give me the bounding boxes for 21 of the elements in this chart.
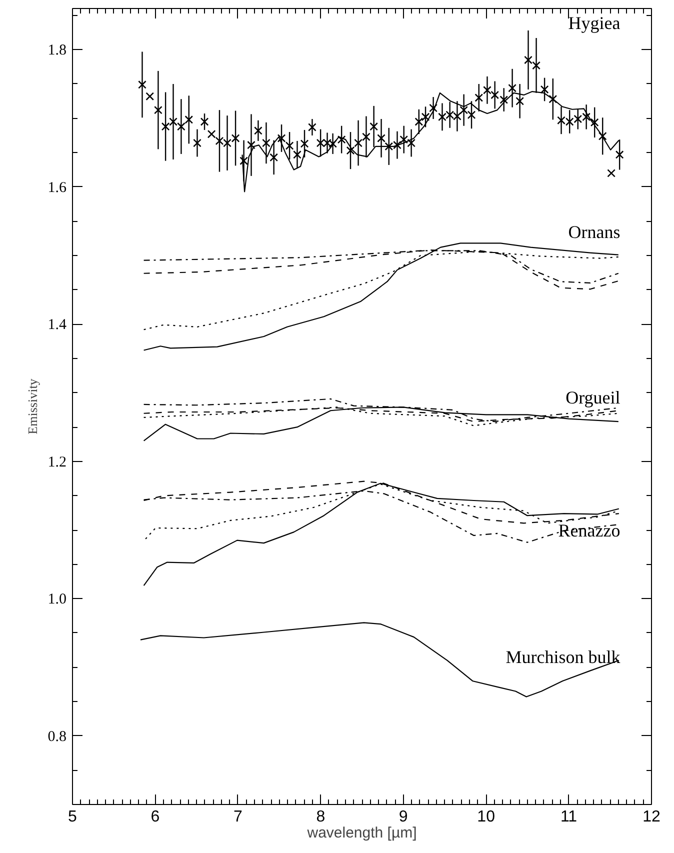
x-tick-label: 11	[560, 808, 578, 826]
annotation: Murchison bulk	[506, 647, 620, 668]
x-axis-title: wavelength [µm]	[306, 824, 417, 842]
y-tick-label: 1.2	[48, 454, 66, 470]
y-tick-label: 0.8	[48, 728, 66, 745]
annotation: Orgueil	[566, 388, 620, 408]
y-tick-label: 1.6	[48, 180, 67, 196]
x-tick-label: 12	[642, 808, 660, 826]
y-tick-label: 1.4	[48, 317, 67, 334]
x-tick-label: 5	[68, 808, 78, 826]
y-tick-label: 1.0	[48, 592, 66, 608]
x-tick-label: 9	[398, 808, 408, 826]
annotation: Hygiea	[568, 12, 620, 33]
x-tick-label: 7	[233, 808, 242, 826]
annotation: Renazzo	[558, 520, 620, 541]
y-tick-label: 1.8	[48, 42, 66, 59]
x-tick-label: 6	[150, 808, 160, 826]
y-axis-title: Emissivity	[24, 378, 40, 434]
x-tick-label: 10	[477, 808, 496, 826]
x-tick-label: 8	[316, 808, 326, 826]
annotation: Ornans	[568, 222, 620, 242]
